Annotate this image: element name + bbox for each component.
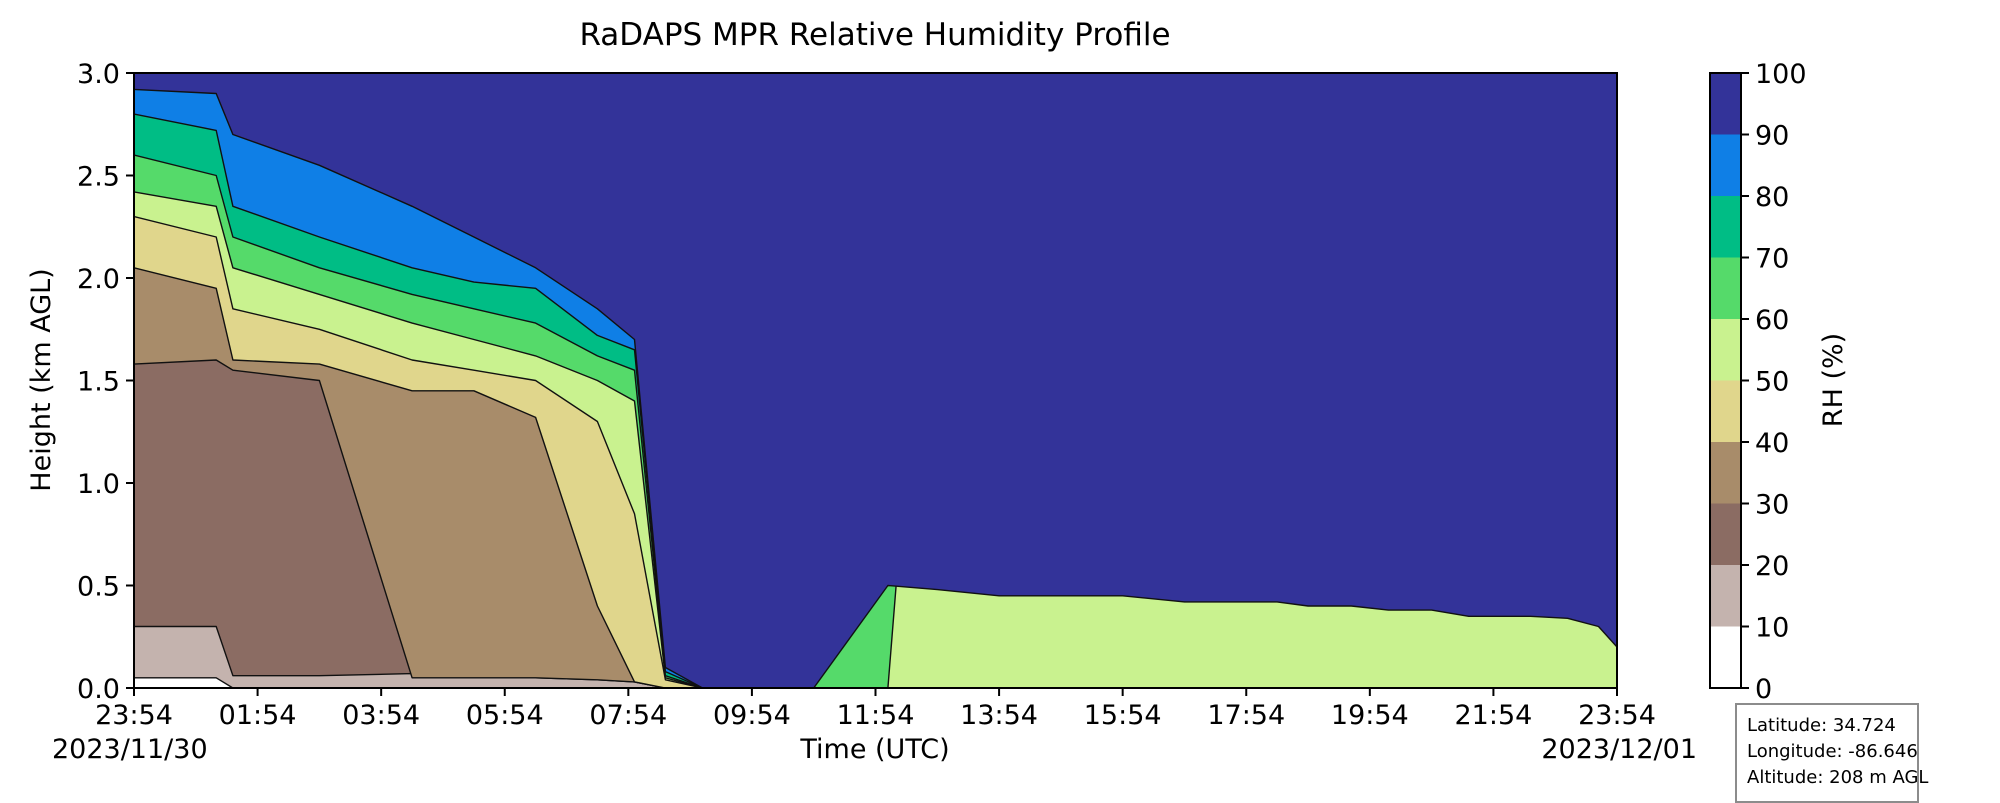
colorbar: 0 10 20 30 40 50 60 70 80 90 100 xyxy=(1709,59,1807,705)
colorbar-swatch-50-60 xyxy=(1710,319,1741,381)
colorbar-swatch-60-70 xyxy=(1710,257,1741,319)
colorbar-tick-label: 10 xyxy=(1755,613,1789,644)
x-tick-label: 15:54 xyxy=(1084,700,1162,731)
rh-filled-contours xyxy=(134,73,1617,688)
y-tick-label: 2.0 xyxy=(77,264,120,295)
colorbar-tick-label: 90 xyxy=(1755,121,1789,152)
colorbar-tick-label: 50 xyxy=(1755,367,1789,398)
y-tick-label: 3.0 xyxy=(77,59,120,90)
x-tick-label: 21:54 xyxy=(1455,700,1533,731)
y-axis-label: Height (km AGL) xyxy=(26,268,57,491)
colorbar-tick-label: 80 xyxy=(1755,182,1789,213)
latitude-text: Latitude: 34.724 xyxy=(1747,715,1896,736)
x-tick-label: 23:54 xyxy=(95,700,173,731)
colorbar-tick-label: 70 xyxy=(1755,244,1789,275)
colorbar-tick-label: 100 xyxy=(1755,59,1807,90)
rh-band-90-100 xyxy=(134,73,1617,688)
colorbar-swatch-90-100 xyxy=(1710,73,1741,135)
x-tick-label: 01:54 xyxy=(219,700,297,731)
longitude-text: Longitude: -86.646 xyxy=(1747,741,1918,762)
colorbar-swatch-70-80 xyxy=(1710,196,1741,258)
x-tick-label: 13:54 xyxy=(960,700,1038,731)
y-tick-label: 1.5 xyxy=(77,367,120,398)
x-tick-label: 09:54 xyxy=(713,700,791,731)
chart-title: RaDAPS MPR Relative Humidity Profile xyxy=(579,17,1170,53)
colorbar-swatch-0-10 xyxy=(1710,626,1741,688)
x-tick-label: 03:54 xyxy=(342,700,420,731)
plot-axes: 23:54 01:54 03:54 05:54 07:54 09:54 11:54 13:54… xyxy=(77,59,1656,731)
y-tick-label: 0.0 xyxy=(77,674,120,705)
station-info-box: Latitude: 34.724 Longitude: -86.646 Alti… xyxy=(1735,703,1929,803)
start-date-label: 2023/11/30 xyxy=(52,734,208,765)
end-date-label: 2023/12/01 xyxy=(1541,734,1697,765)
colorbar-swatch-30-40 xyxy=(1710,442,1741,504)
altitude-text: Altitude: 208 m AGL xyxy=(1747,767,1929,788)
colorbar-swatch-20-30 xyxy=(1710,503,1741,565)
colorbar-swatch-80-90 xyxy=(1710,134,1741,196)
colorbar-swatch-10-20 xyxy=(1710,565,1741,627)
x-tick-label: 05:54 xyxy=(466,700,544,731)
x-axis-label: Time (UTC) xyxy=(799,734,949,765)
colorbar-label: RH (%) xyxy=(1818,333,1849,427)
x-tick-label: 19:54 xyxy=(1331,700,1409,731)
y-tick-label: 2.5 xyxy=(77,162,120,193)
colorbar-swatch-40-50 xyxy=(1710,380,1741,442)
colorbar-tick-label: 60 xyxy=(1755,305,1789,336)
y-tick-label: 0.5 xyxy=(77,572,120,603)
colorbar-tick-label: 40 xyxy=(1755,428,1789,459)
colorbar-tick-label: 30 xyxy=(1755,490,1789,521)
colorbar-tick-label: 20 xyxy=(1755,551,1789,582)
colorbar-tick-label: 0 xyxy=(1755,674,1772,705)
x-tick-label: 07:54 xyxy=(589,700,667,731)
x-tick-label: 17:54 xyxy=(1207,700,1285,731)
x-tick-label: 11:54 xyxy=(837,700,915,731)
y-tick-label: 1.0 xyxy=(77,469,120,500)
x-tick-label: 23:54 xyxy=(1578,700,1656,731)
